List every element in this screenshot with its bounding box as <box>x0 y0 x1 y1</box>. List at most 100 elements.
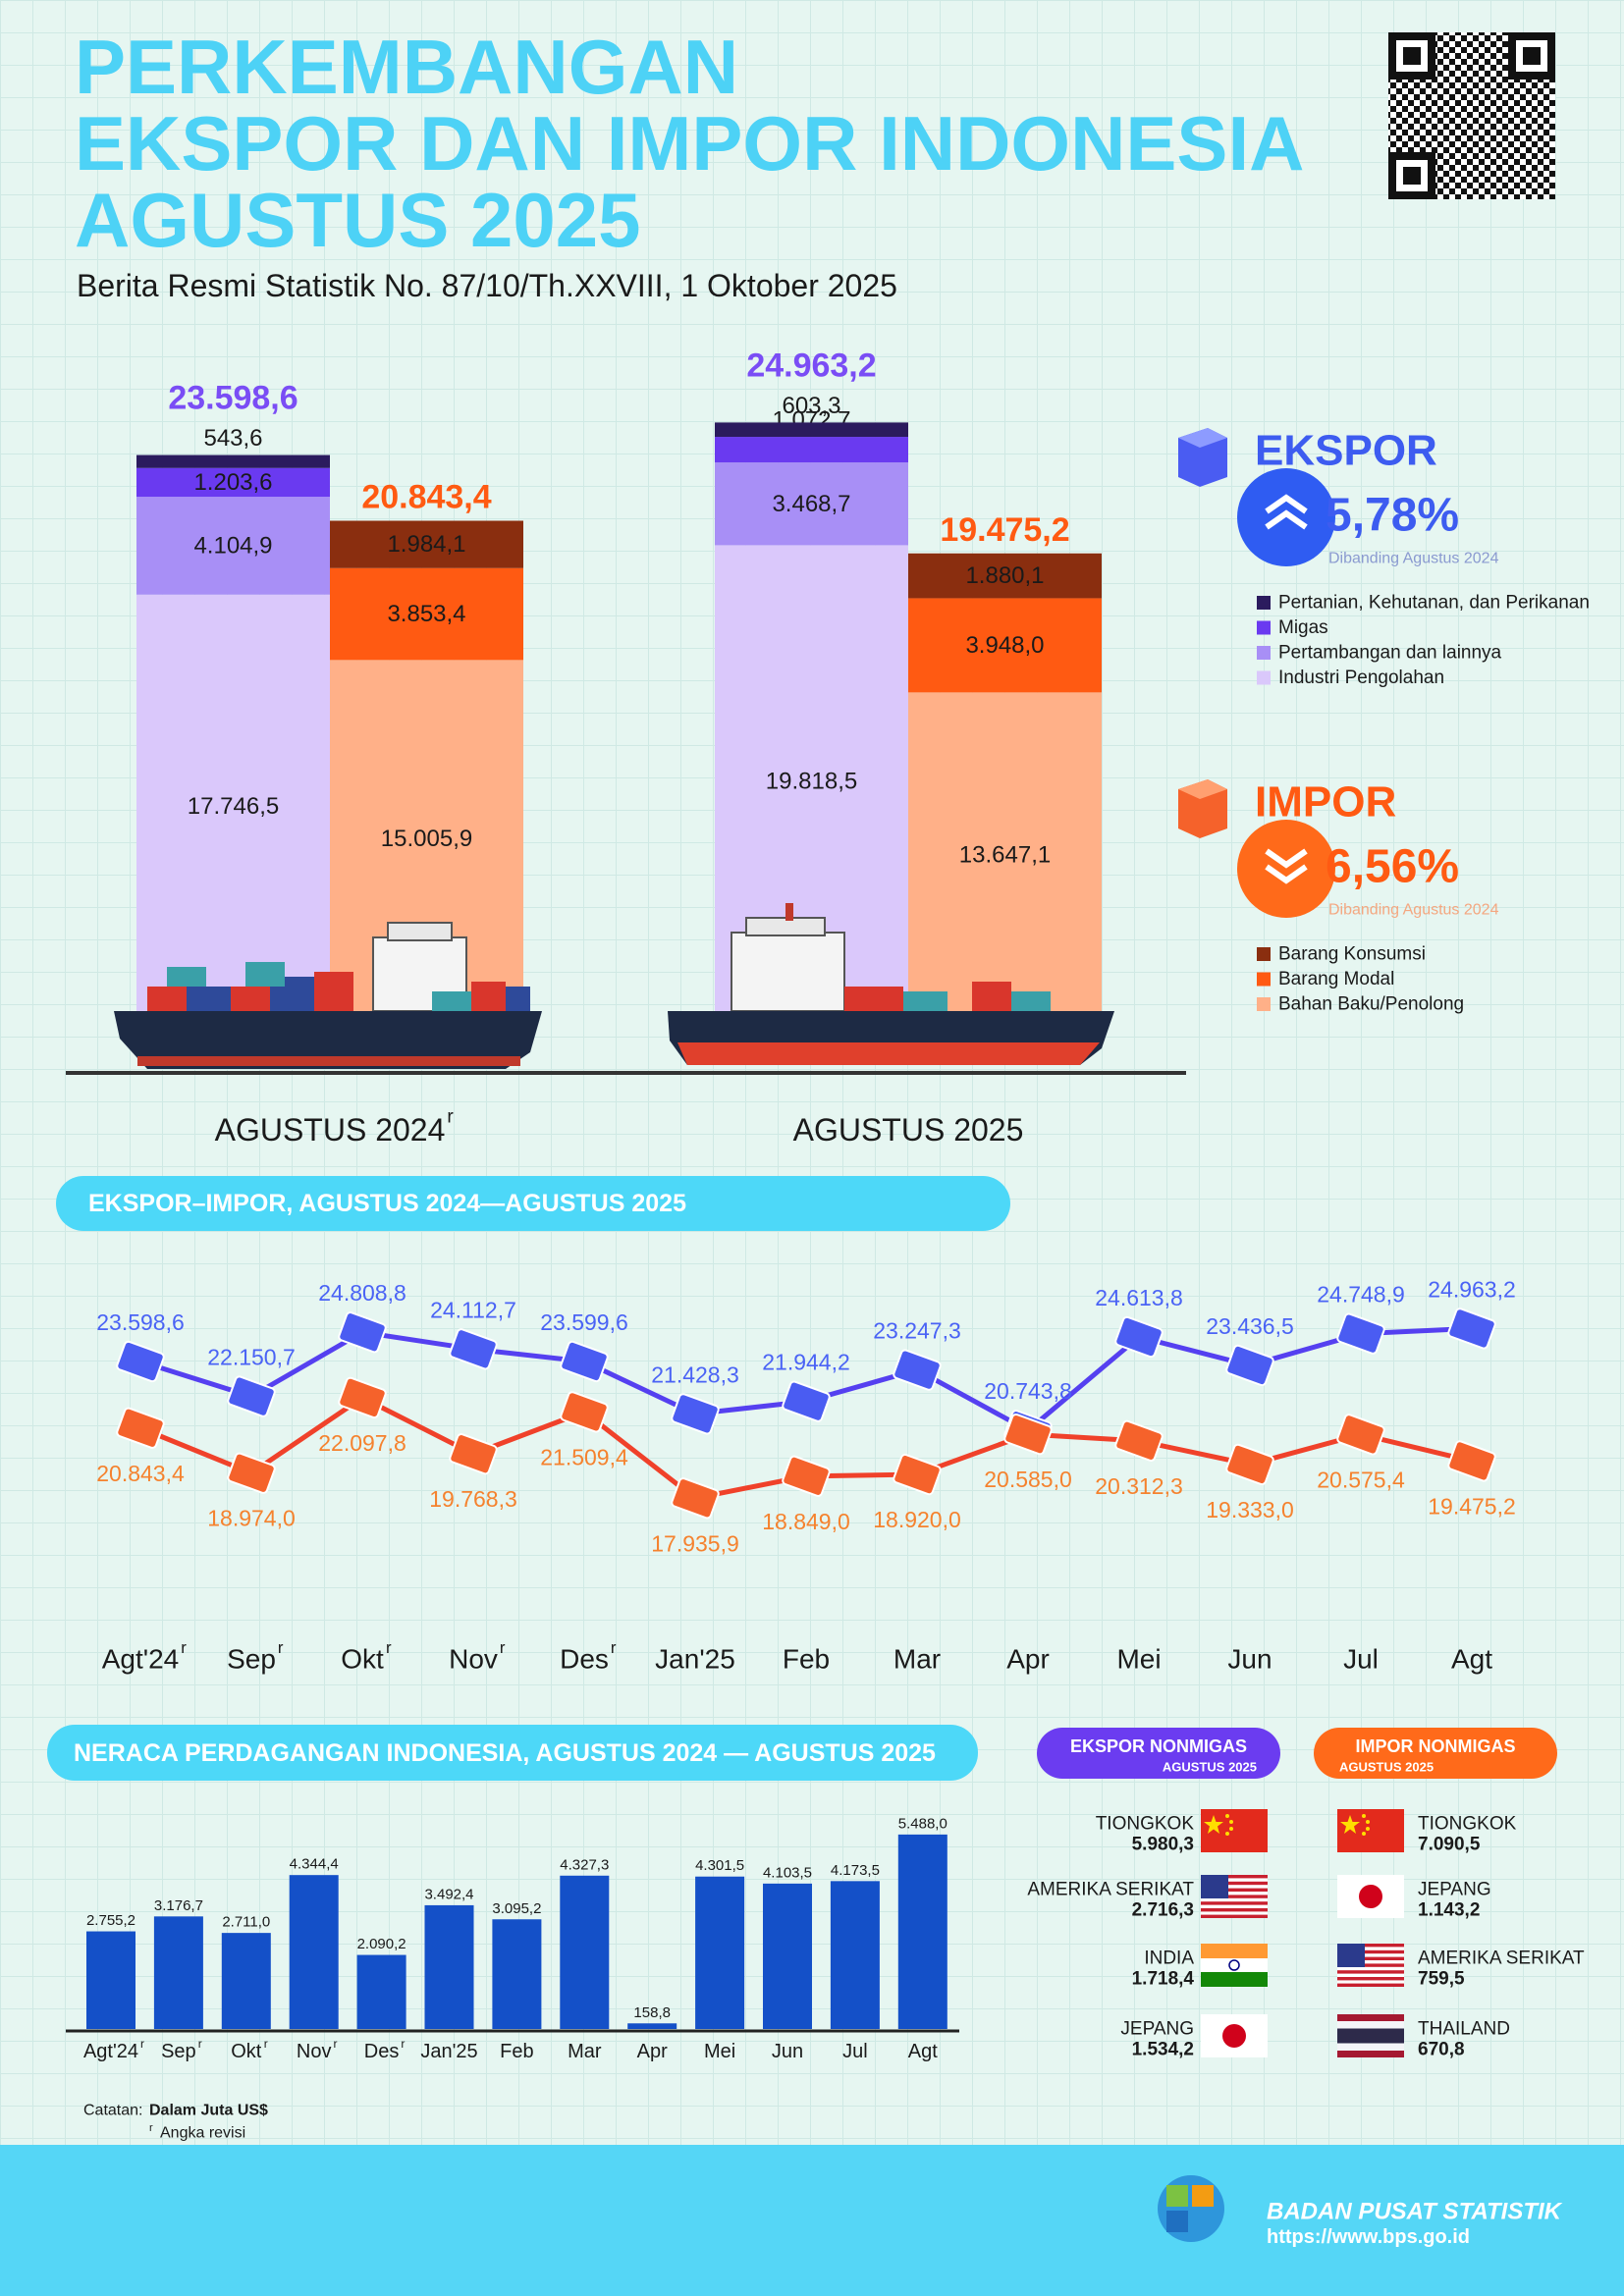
point-label: 17.935,9 <box>651 1530 739 1556</box>
impor-icon <box>1178 779 1227 838</box>
point-label: 18.849,0 <box>762 1509 850 1534</box>
point-marker <box>1447 1308 1496 1350</box>
legend-swatch <box>1257 596 1271 610</box>
change-arrow <box>1265 494 1308 514</box>
footer-org: BADAN PUSAT STATISTIK <box>1267 2199 1563 2225</box>
country-value: 670,8 <box>1418 2040 1465 2060</box>
segment-label: 15.005,9 <box>381 826 472 852</box>
bar-label: 158,8 <box>633 2004 671 2021</box>
point-label: 21.944,2 <box>762 1350 850 1375</box>
bar-label: 3.492,4 <box>424 1886 473 1902</box>
country-value: 7.090,5 <box>1418 1835 1481 1855</box>
bar-segment <box>330 567 523 661</box>
legend: EKSPOR 5,78% Dibanding Agustus 2024 Pertani… <box>1237 427 1590 1015</box>
bar-segment <box>136 497 330 595</box>
total-label: 20.843,4 <box>361 479 491 516</box>
country-name: THAILAND <box>1418 2019 1510 2040</box>
point-label: 19.333,0 <box>1206 1497 1294 1522</box>
point-label: 18.920,0 <box>873 1507 961 1532</box>
point-marker <box>1003 1413 1053 1456</box>
category-label: AGUSTUS 2025 <box>793 1112 1024 1148</box>
bar-label: 5.488,0 <box>898 1815 947 1832</box>
point-label: 20.312,3 <box>1095 1473 1183 1499</box>
total-label: 24.963,2 <box>746 347 876 384</box>
bar-label: 4.173,5 <box>831 1862 880 1879</box>
bar-segment <box>330 520 523 568</box>
category-label: Nov <box>449 1644 498 1675</box>
category-label: AGUSTUS 2024 <box>215 1112 446 1148</box>
point-marker <box>1336 1414 1385 1456</box>
revision-mark: r <box>278 1638 284 1657</box>
point-label: 20.743,8 <box>984 1378 1072 1404</box>
point-marker <box>671 1393 720 1435</box>
category-label: Mar <box>893 1644 941 1675</box>
point-label: 23.436,5 <box>1206 1313 1294 1339</box>
category-label: Apr <box>1006 1644 1050 1675</box>
point-marker <box>782 1380 831 1422</box>
bar-label: 2.755,2 <box>86 1912 135 1929</box>
category-label: Agt <box>1451 1644 1492 1675</box>
change-badge <box>1237 468 1335 566</box>
point-marker <box>1114 1315 1164 1359</box>
revision-mark: r <box>140 2037 144 2051</box>
category-label: Agt <box>908 2041 938 2062</box>
partner-title: EKSPOR NONMIGAS <box>1070 1736 1247 1756</box>
bar <box>356 1954 406 2029</box>
revision-mark: r <box>386 1638 392 1657</box>
change-value: 6,56% <box>1326 841 1459 893</box>
category-label: Feb <box>783 1644 830 1675</box>
partner-pill <box>1314 1728 1557 1779</box>
category-label: Jun <box>772 2041 803 2062</box>
point-marker <box>116 1340 165 1383</box>
category-label: Mei <box>704 2041 735 2062</box>
revision-mark: r <box>264 2037 268 2051</box>
point-label: 22.097,8 <box>318 1430 406 1456</box>
category-label: Jul <box>1343 1644 1379 1675</box>
category-label: Nov <box>297 2041 332 2062</box>
country-name: AMERIKA SERIKAT <box>1418 1949 1585 1969</box>
bar-segment <box>136 454 330 468</box>
segment-label: 13.647,1 <box>959 842 1051 869</box>
legend-label: Pertanian, Kehutanan, dan Perikanan <box>1278 593 1590 614</box>
country-value: 1.143,2 <box>1418 1900 1480 1921</box>
point-label: 23.599,6 <box>540 1309 628 1335</box>
bar <box>153 1916 203 2029</box>
section-title: EKSPOR–IMPOR, AGUSTUS 2024—AGUSTUS 2025 <box>88 1190 686 1217</box>
stacked-bars: 17.746,5 4.104,9 1.203,6 543,6 23.598,6 19.81… <box>136 347 1102 1018</box>
flag <box>1201 2014 1268 2057</box>
bar-label: 3.095,2 <box>492 1900 541 1917</box>
change-note: Dibanding Agustus 2024 <box>1328 902 1499 919</box>
category-label: Agt'24 <box>102 1644 180 1675</box>
point-marker <box>782 1455 831 1497</box>
segment-label: 3.853,4 <box>387 601 465 627</box>
flag <box>1337 2014 1404 2057</box>
change-badge <box>1237 820 1335 918</box>
partner-period: AGUSTUS 2025 <box>1339 1760 1434 1775</box>
bar-segment <box>908 598 1102 693</box>
category-label: Jun <box>1227 1644 1272 1675</box>
point-marker <box>227 1452 276 1494</box>
revision-mark: r <box>198 2037 202 2051</box>
ship-2025 <box>668 903 1114 1065</box>
category-label: Sep <box>227 1644 276 1675</box>
bar <box>830 1881 880 2029</box>
point-label: 21.428,3 <box>651 1362 739 1387</box>
footer-band <box>0 2145 1624 2296</box>
footer-url: https://www.bps.go.id <box>1267 2226 1470 2248</box>
change-value: 5,78% <box>1326 490 1459 542</box>
point-marker <box>1114 1419 1164 1462</box>
bar <box>221 1933 271 2029</box>
flag <box>1201 1944 1268 1987</box>
revision-mark: r <box>401 2037 405 2051</box>
title-line: PERKEMBANGAN <box>75 24 738 110</box>
point-label: 24.112,7 <box>430 1297 516 1322</box>
bar <box>86 1931 135 2029</box>
point-marker <box>338 1376 387 1419</box>
bar <box>627 2023 677 2029</box>
point-label: 24.808,8 <box>318 1280 406 1306</box>
section-title: NERACA PERDAGANGAN INDONESIA, AGUSTUS 20… <box>74 1739 936 1767</box>
country-value: 5.980,3 <box>1132 1835 1194 1855</box>
total-label: 23.598,6 <box>168 380 298 417</box>
country-name: JEPANG <box>1418 1880 1491 1900</box>
